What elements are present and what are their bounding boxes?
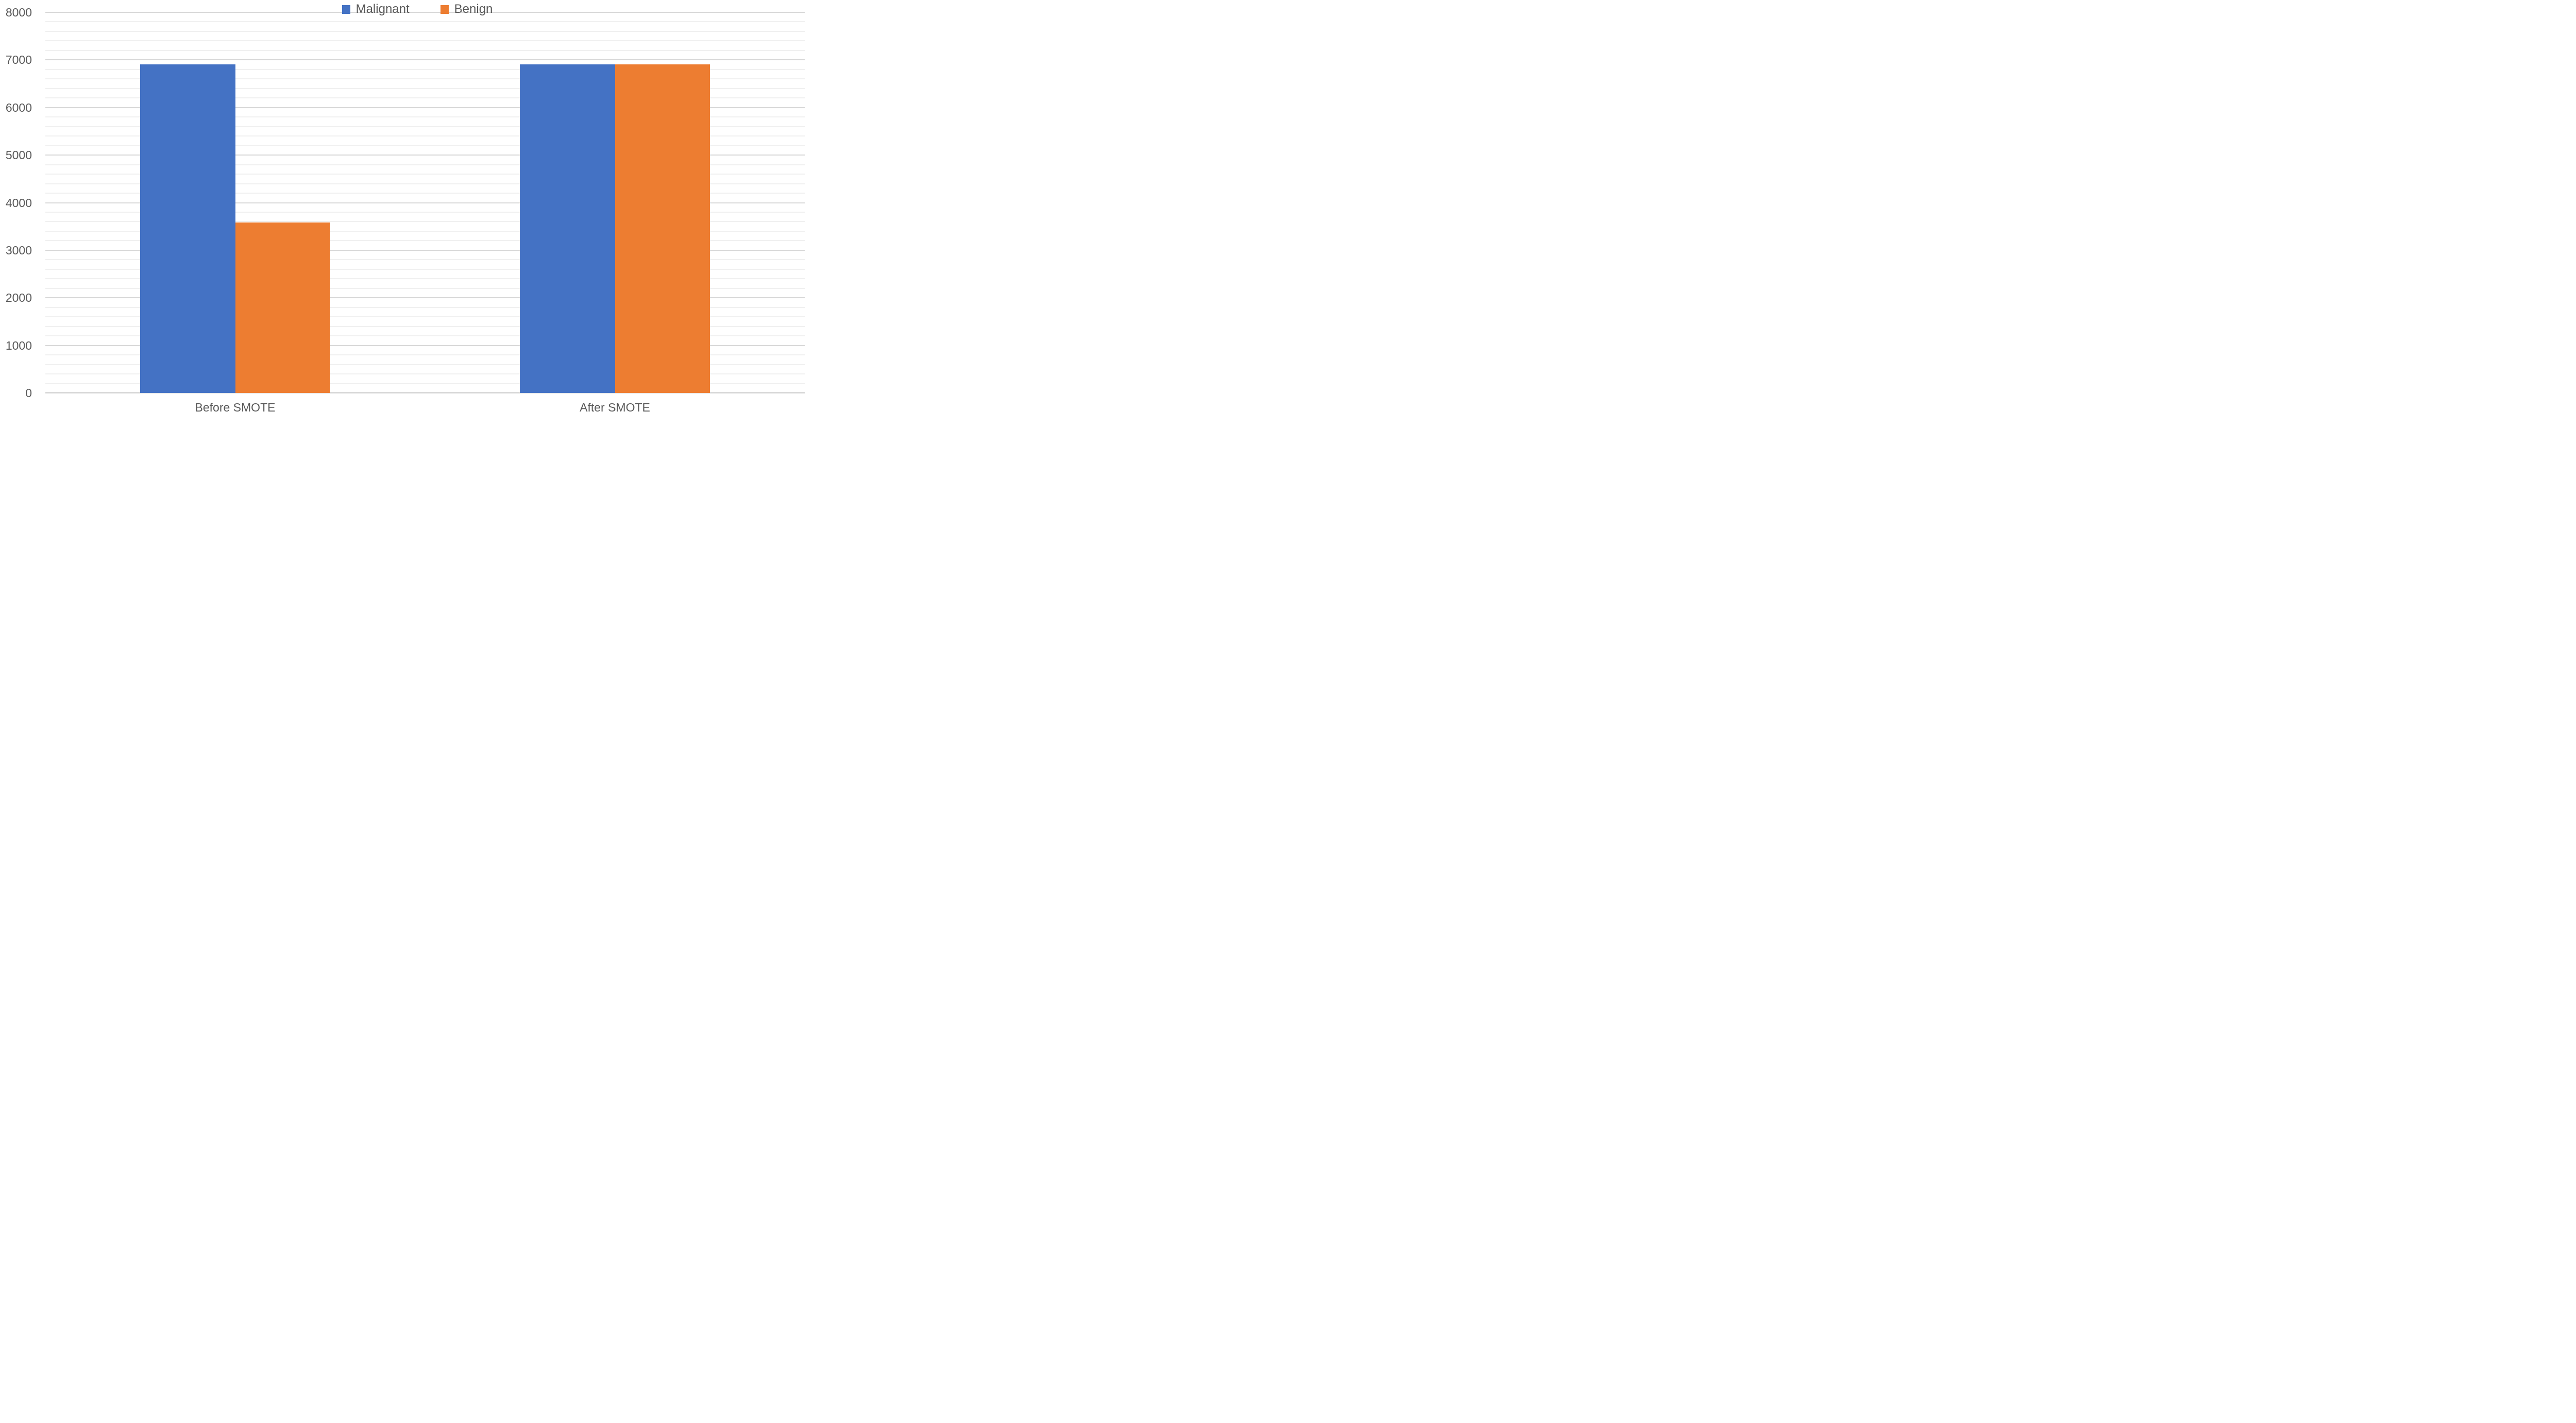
legend-item-malignant: Malignant xyxy=(342,3,410,15)
major-gridline xyxy=(45,345,805,346)
minor-gridline xyxy=(45,49,805,51)
minor-gridline xyxy=(45,145,805,146)
minor-gridline xyxy=(45,259,805,261)
minor-gridline xyxy=(45,68,805,70)
benign-series-swatch-icon xyxy=(440,5,449,14)
minor-gridline xyxy=(45,88,805,89)
minor-gridline xyxy=(45,116,805,118)
minor-gridline xyxy=(45,240,805,242)
major-gridline xyxy=(45,59,805,61)
minor-gridline xyxy=(45,21,805,23)
legend-label-malignant: Malignant xyxy=(355,2,410,16)
x-category-label-before-smote: Before SMOTE xyxy=(195,401,276,414)
y-tick-label: 8000 xyxy=(5,6,32,19)
minor-gridline xyxy=(45,268,805,270)
bar-after-smote-benign xyxy=(615,64,710,393)
minor-gridline xyxy=(45,316,805,318)
y-tick-label: 5000 xyxy=(5,148,32,162)
bar-before-smote-malignant xyxy=(140,64,235,393)
minor-gridline xyxy=(45,211,805,213)
y-tick-label: 3000 xyxy=(5,243,32,257)
chart-legend: Malignant Benign xyxy=(13,1,808,18)
y-tick-label: 2000 xyxy=(5,291,32,305)
y-tick-label: 6000 xyxy=(5,100,32,114)
minor-gridline xyxy=(45,230,805,232)
y-tick-label: 1000 xyxy=(5,338,32,352)
minor-gridline xyxy=(45,183,805,184)
legend-item-benign: Benign xyxy=(440,3,493,15)
minor-gridline xyxy=(45,373,805,375)
minor-gridline xyxy=(45,354,805,356)
minor-gridline xyxy=(45,174,805,175)
x-category-label-after-smote: After SMOTE xyxy=(580,401,650,414)
minor-gridline xyxy=(45,278,805,280)
minor-gridline xyxy=(45,126,805,127)
minor-gridline xyxy=(45,97,805,99)
minor-gridline xyxy=(45,383,805,384)
minor-gridline xyxy=(45,287,805,289)
minor-gridline xyxy=(45,135,805,137)
minor-gridline xyxy=(45,78,805,80)
grouped-bar-chart: Malignant Benign 0 1000 2000 3000 4000 5000 60… xyxy=(0,0,808,420)
legend-label-benign: Benign xyxy=(454,2,493,16)
bar-before-smote-benign xyxy=(235,222,330,393)
minor-gridline xyxy=(45,40,805,42)
major-gridline xyxy=(45,202,805,203)
minor-gridline xyxy=(45,325,805,327)
y-tick-label: 0 xyxy=(25,386,32,400)
y-tick-label: 4000 xyxy=(5,196,32,210)
x-axis-line xyxy=(45,392,805,393)
y-tick-label: 7000 xyxy=(5,53,32,67)
minor-gridline xyxy=(45,335,805,337)
malignant-series-swatch-icon xyxy=(342,5,350,14)
minor-gridline xyxy=(45,164,805,165)
major-gridline xyxy=(45,249,805,251)
major-gridline xyxy=(45,155,805,156)
minor-gridline xyxy=(45,306,805,308)
major-gridline xyxy=(45,107,805,108)
bar-after-smote-malignant xyxy=(520,64,615,393)
minor-gridline xyxy=(45,364,805,365)
major-gridline xyxy=(45,297,805,299)
y-axis: 0 1000 2000 3000 4000 5000 6000 7000 8000 xyxy=(0,0,32,420)
minor-gridline xyxy=(45,193,805,194)
minor-gridline xyxy=(45,30,805,32)
plot-area xyxy=(45,12,805,393)
minor-gridline xyxy=(45,221,805,222)
major-gridline xyxy=(45,12,805,13)
x-axis: Before SMOTE After SMOTE xyxy=(45,400,805,418)
